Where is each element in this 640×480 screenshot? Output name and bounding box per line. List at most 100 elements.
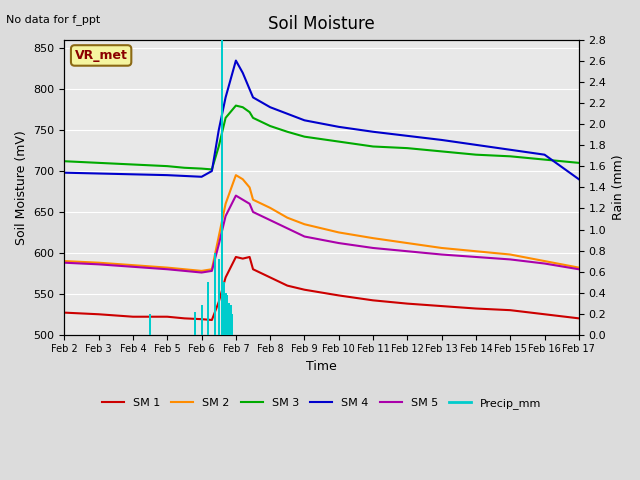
SM 5	[301, 234, 308, 240]
SM 3	[221, 115, 229, 121]
Line: SM 3: SM 3	[65, 106, 579, 169]
X-axis label: Time: Time	[307, 360, 337, 373]
SM 2	[472, 248, 480, 254]
SM 4	[239, 70, 246, 76]
SM 4	[95, 170, 102, 176]
SM 5	[284, 226, 291, 231]
SM 4	[369, 129, 377, 135]
Bar	[227, 295, 228, 335]
SM 2	[266, 205, 274, 211]
SM 2	[575, 265, 582, 271]
SM 2	[369, 235, 377, 241]
SM 3	[506, 154, 514, 159]
SM 2	[129, 262, 137, 268]
Line: SM 1: SM 1	[65, 257, 579, 320]
Bar	[225, 293, 227, 335]
SM 4	[472, 142, 480, 148]
SM 2	[95, 260, 102, 265]
SM 1	[129, 314, 137, 320]
SM 5	[180, 268, 188, 274]
SM 1	[239, 256, 246, 262]
SM 5	[215, 242, 223, 248]
SM 4	[404, 133, 412, 139]
SM 5	[61, 260, 68, 265]
SM 2	[198, 268, 205, 274]
SM 4	[180, 173, 188, 179]
SM 1	[472, 306, 480, 312]
Line: SM 4: SM 4	[65, 60, 579, 179]
SM 2	[208, 266, 216, 272]
SM 4	[208, 168, 216, 174]
SM 1	[208, 317, 216, 323]
Title: Soil Moisture: Soil Moisture	[268, 15, 375, 33]
SM 4	[163, 172, 171, 178]
SM 5	[541, 261, 548, 266]
Text: No data for f_ppt: No data for f_ppt	[6, 14, 100, 25]
SM 1	[301, 287, 308, 293]
Bar	[223, 282, 225, 335]
SM 2	[404, 240, 412, 246]
SM 3	[215, 144, 223, 149]
SM 2	[438, 245, 445, 251]
SM 1	[198, 316, 205, 322]
Y-axis label: Rain (mm): Rain (mm)	[612, 155, 625, 220]
SM 4	[61, 170, 68, 176]
SM 3	[335, 139, 342, 144]
SM 3	[541, 156, 548, 162]
Legend: SM 1, SM 2, SM 3, SM 4, SM 5, Precip_mm: SM 1, SM 2, SM 3, SM 4, SM 5, Precip_mm	[97, 393, 546, 413]
SM 2	[163, 265, 171, 271]
SM 1	[221, 275, 229, 280]
Bar	[207, 282, 209, 335]
SM 1	[232, 254, 240, 260]
SM 5	[575, 266, 582, 272]
SM 5	[208, 268, 216, 274]
SM 3	[301, 134, 308, 140]
SM 3	[163, 163, 171, 169]
SM 2	[180, 266, 188, 272]
SM 3	[266, 123, 274, 129]
SM 1	[404, 301, 412, 307]
SM 2	[221, 201, 229, 207]
SM 2	[249, 197, 257, 203]
SM 3	[369, 144, 377, 149]
SM 2	[506, 252, 514, 257]
SM 4	[541, 152, 548, 157]
Bar	[194, 312, 196, 335]
SM 3	[438, 148, 445, 154]
Bar	[230, 305, 232, 335]
SM 3	[575, 160, 582, 166]
SM 3	[232, 103, 240, 108]
SM 5	[163, 266, 171, 272]
SM 3	[404, 145, 412, 151]
SM 1	[335, 292, 342, 298]
SM 1	[266, 275, 274, 280]
SM 4	[301, 118, 308, 123]
SM 4	[221, 95, 229, 100]
SM 5	[198, 270, 205, 276]
SM 4	[129, 171, 137, 177]
SM 1	[506, 307, 514, 313]
SM 4	[335, 124, 342, 130]
SM 4	[198, 174, 205, 180]
SM 1	[369, 298, 377, 303]
SM 5	[221, 213, 229, 219]
Bar	[214, 252, 216, 335]
Bar	[149, 313, 151, 335]
SM 3	[249, 115, 257, 121]
SM 2	[215, 234, 223, 240]
SM 2	[232, 172, 240, 178]
SM 5	[95, 262, 102, 267]
SM 1	[246, 254, 253, 260]
SM 5	[129, 264, 137, 270]
SM 1	[284, 283, 291, 288]
SM 2	[301, 221, 308, 227]
SM 3	[180, 165, 188, 171]
Bar	[228, 303, 230, 335]
SM 5	[239, 197, 246, 203]
SM 1	[61, 310, 68, 315]
SM 2	[239, 176, 246, 182]
Bar	[218, 259, 220, 335]
SM 3	[472, 152, 480, 157]
SM 2	[284, 215, 291, 221]
SM 4	[575, 176, 582, 182]
